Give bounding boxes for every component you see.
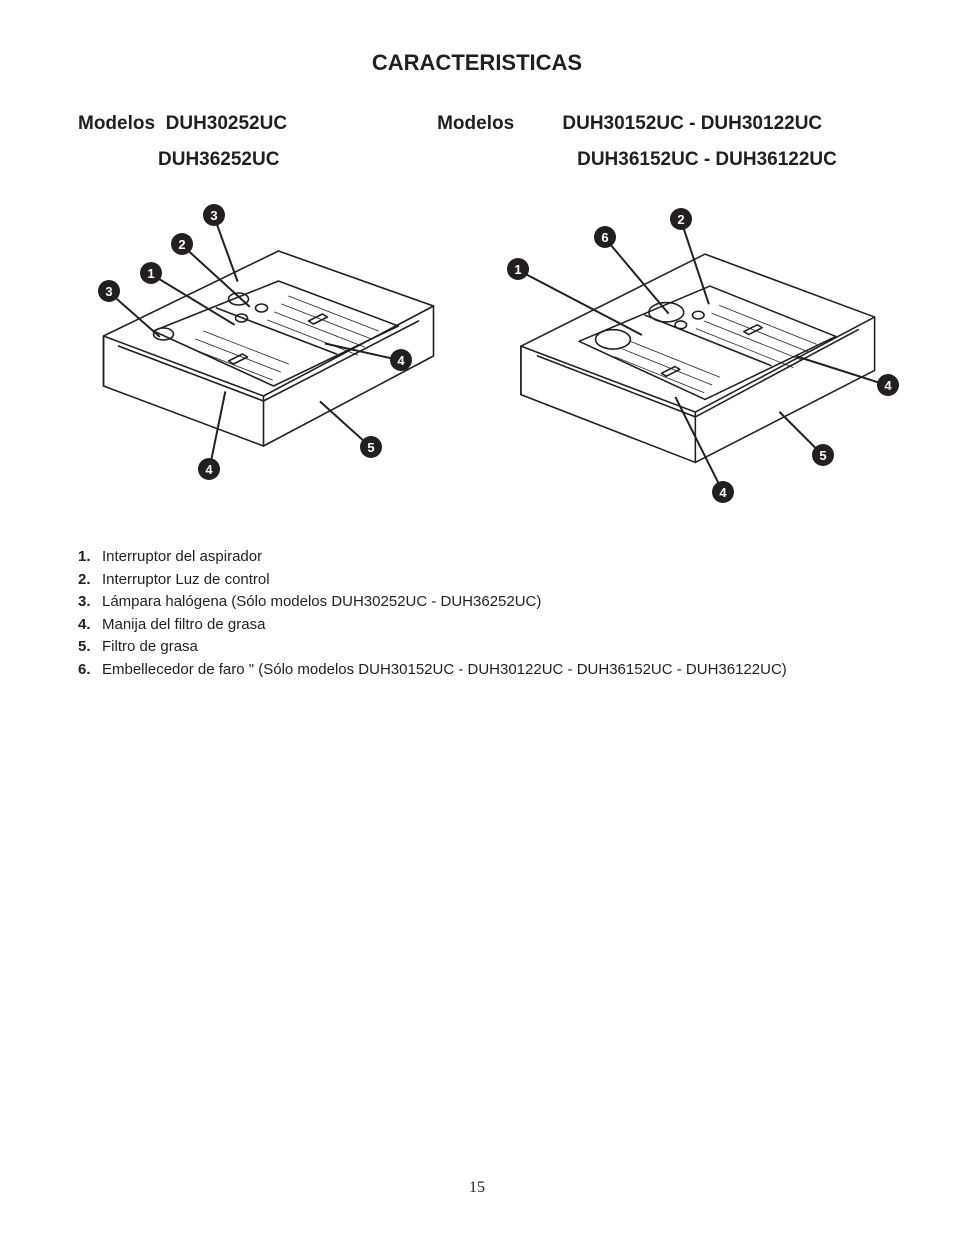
diagram-left: 3213454 [60,196,467,506]
legend-item: 1.Interruptor del aspirador [78,546,876,569]
legend-item-text: Manija del filtro de grasa [102,614,876,637]
legend-item-text: Embellecedor de faro " (Sólo modelos DUH… [102,659,876,682]
legend-item-text: Interruptor del aspirador [102,546,876,569]
subheader-right-model2: DUH36152UC - DUH36122UC [437,142,876,178]
legend-item-number: 6. [78,659,102,682]
page-number: 15 [0,1179,954,1197]
model-subheaders: Modelos DUH30252UC DUH36252UC Modelos DU… [0,76,954,178]
legend-item: 5.Filtro de grasa [78,636,876,659]
legend-item-text: Interruptor Luz de control [102,569,876,592]
legend-item-number: 5. [78,636,102,659]
diagrams-row: 3213454 [0,178,954,506]
legend-item: 4.Manija del filtro de grasa [78,614,876,637]
page-title: CARACTERISTICAS [0,0,954,76]
subheader-right: Modelos DUH30152UC - DUH30122UC DUH36152… [437,106,876,178]
legend-list: 1.Interruptor del aspirador2.Interruptor… [0,506,954,681]
callout-bubble: 4 [877,374,899,396]
legend-item-text: Lámpara halógena (Sólo modelos DUH30252U… [102,591,876,614]
subheader-right-model1: DUH30152UC - DUH30122UC [562,113,822,134]
legend-item-number: 1. [78,546,102,569]
legend-item-number: 2. [78,569,102,592]
legend-item: 2.Interruptor Luz de control [78,569,876,592]
legend-item: 3.Lámpara halógena (Sólo modelos DUH3025… [78,591,876,614]
legend-item-number: 3. [78,591,102,614]
subheader-left-model2: DUH36252UC [78,142,437,178]
subheader-left-model1: DUH30252UC [166,113,287,134]
subheader-left: Modelos DUH30252UC DUH36252UC [78,106,437,178]
subheader-right-label: Modelos [437,106,557,142]
subheader-left-label: Modelos [78,113,155,134]
legend-item-text: Filtro de grasa [102,636,876,659]
legend-item-number: 4. [78,614,102,637]
diagram-right: 261454 [487,196,894,506]
legend-item: 6.Embellecedor de faro " (Sólo modelos D… [78,659,876,682]
